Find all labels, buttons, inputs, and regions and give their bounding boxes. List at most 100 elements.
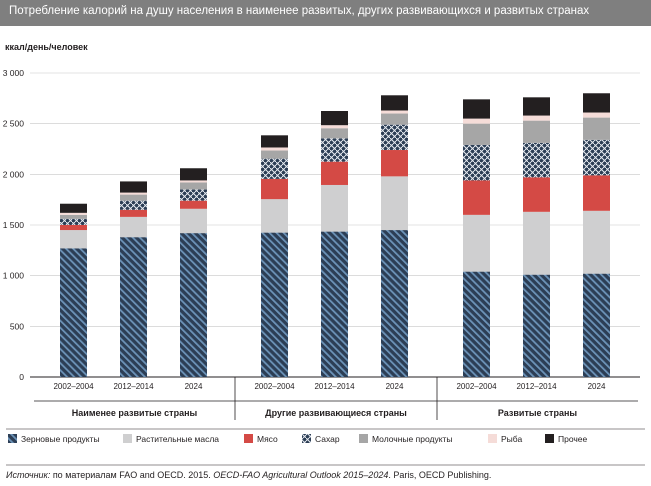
y-tick-label: 3 000 [3, 68, 25, 78]
bar-segment-fish [381, 110, 408, 114]
legend-swatch-other [545, 434, 554, 443]
bar-segment-meat [463, 180, 490, 215]
bar-segment-sugar [523, 142, 550, 178]
legend-label: Прочее [558, 434, 588, 444]
x-tick-label: 2002–2004 [456, 382, 497, 391]
bar-segment-fish [261, 147, 288, 151]
y-tick-label: 2 000 [3, 169, 25, 179]
y-tick-label: 500 [10, 321, 24, 331]
group-label: Развитые страны [498, 408, 577, 418]
bar-segment-meat [261, 178, 288, 200]
legend-swatch-oils [123, 434, 132, 443]
bar-segment-dairy [60, 214, 87, 219]
bar-segment-dairy [463, 123, 490, 145]
x-tick-label: 2024 [386, 382, 404, 391]
bar-segment-cereals [463, 271, 490, 377]
bar-segment-sugar [120, 200, 147, 210]
bar-segment-other [523, 97, 550, 116]
bar-segment-other [60, 203, 87, 213]
y-tick-label: 1 500 [3, 220, 25, 230]
bar-segment-oils [381, 176, 408, 231]
bar-segment-oils [463, 214, 490, 272]
bar-segment-fish [120, 192, 147, 195]
bar-segment-other [463, 99, 490, 119]
bar-segment-sugar [381, 124, 408, 151]
legend-label: Мясо [257, 434, 278, 444]
bar-segment-oils [180, 208, 207, 234]
x-tick-label: 2024 [185, 382, 203, 391]
bar-segment-cereals [523, 274, 550, 377]
bar-segment-cereals [261, 232, 288, 377]
bar-segment-dairy [261, 150, 288, 159]
y-tick-label: 0 [19, 372, 24, 382]
source-lead: Источник: [6, 470, 51, 480]
bar-segment-oils [120, 216, 147, 238]
source-tail: . Paris, OECD Publishing. [388, 470, 492, 480]
bar-segment-sugar [261, 158, 288, 179]
legend-label: Рыба [501, 434, 522, 444]
bar-segment-oils [583, 210, 610, 274]
y-tick-label: 2 500 [3, 119, 25, 129]
bar-segment-sugar [60, 218, 87, 225]
stacked-bar-chart: ккал/день/человек 0 500 1 000 1 500 2 000 2 5… [3, 42, 645, 466]
bar-segment-cereals [180, 233, 207, 377]
bar-segment-other [381, 95, 408, 111]
x-tick-label: 2024 [588, 382, 606, 391]
bar-segment-dairy [381, 113, 408, 125]
bar-segment-fish [523, 115, 550, 121]
bar-segment-fish [180, 180, 207, 183]
bar-segment-sugar [180, 189, 207, 201]
bar-segment-meat [381, 150, 408, 177]
bar-segment-meat [583, 175, 610, 211]
x-tick-label: 2012–2014 [314, 382, 355, 391]
bar-segment-fish [583, 112, 610, 118]
bar-segment-meat [180, 200, 207, 209]
legend-label: Сахар [315, 434, 340, 444]
legend-swatch-sugar [302, 434, 311, 443]
bar-segment-cereals [583, 273, 610, 377]
bar-segment-cereals [321, 231, 348, 377]
legend-label: Молочные продукты [372, 434, 453, 444]
legend-label: Растительные масла [136, 434, 219, 444]
legend-swatch-dairy [359, 434, 368, 443]
bar-segment-dairy [321, 128, 348, 139]
group-label: Наименее развитые страны [72, 408, 198, 418]
source-text: по материалам FAO and OECD. 2015. [50, 470, 214, 480]
bar-segment-fish [321, 125, 348, 129]
bar-segment-meat [523, 177, 550, 212]
x-tick-label: 2002–2004 [53, 382, 94, 391]
bar-segment-meat [60, 225, 87, 231]
bar-segment-other [583, 93, 610, 113]
group-label: Другие развивающиеся страны [265, 408, 407, 418]
bar-segment-oils [60, 230, 87, 249]
chart-title: Потребление калорий на душу населения в … [9, 5, 590, 17]
bar-segment-dairy [523, 120, 550, 143]
bar-segment-other [120, 181, 147, 193]
legend-swatch-fish [488, 434, 497, 443]
bar-segment-other [261, 135, 288, 148]
bar-segment-sugar [321, 138, 348, 162]
bar-segment-oils [523, 211, 550, 275]
legend-swatch-meat [244, 434, 253, 443]
y-tick-label: 1 000 [3, 271, 25, 281]
bar-segment-cereals [381, 230, 408, 377]
source-publication: OECD-FAO Agricultural Outlook 2015–2024 [213, 470, 389, 480]
bar-segment-dairy [120, 194, 147, 201]
bar-segment-oils [321, 184, 348, 232]
bar-segment-meat [120, 209, 147, 217]
bar-segment-other [321, 111, 348, 126]
x-tick-label: 2012–2014 [516, 382, 557, 391]
y-axis-title: ккал/день/человек [5, 42, 88, 52]
bar-segment-fish [60, 212, 87, 215]
source-note: Источник: по материалам FAO and OECD. 20… [6, 470, 491, 480]
bar-segment-meat [321, 161, 348, 185]
title-bar: Потребление калорий на душу населения в … [0, 0, 651, 26]
x-tick-label: 2012–2014 [113, 382, 154, 391]
bar-segment-dairy [180, 182, 207, 190]
bar-segment-oils [261, 199, 288, 233]
legend-swatch-cereals [8, 434, 17, 443]
bar-segment-dairy [583, 117, 610, 140]
bar-segment-cereals [120, 237, 147, 377]
bar-segment-sugar [583, 139, 610, 176]
legend-label: Зерновые продукты [21, 434, 100, 444]
